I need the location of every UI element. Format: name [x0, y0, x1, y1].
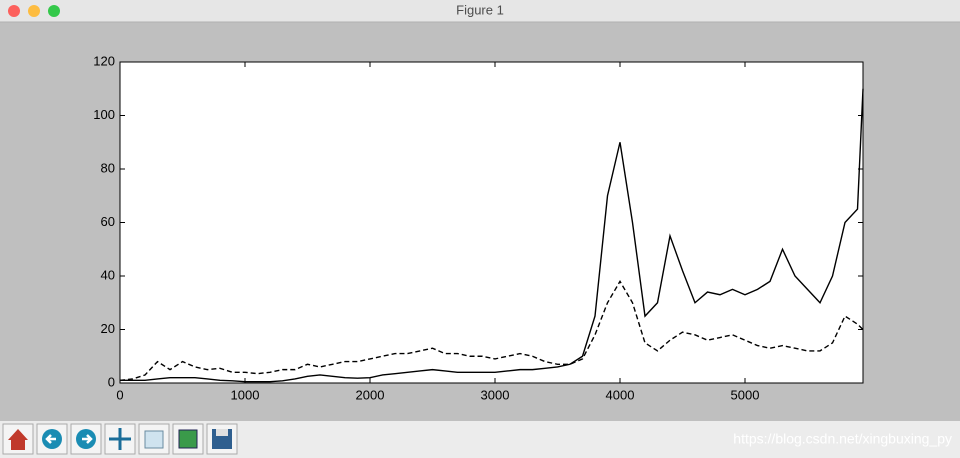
y-tick-label: 120: [93, 53, 115, 68]
x-tick-label: 2000: [356, 387, 385, 402]
minimize-button[interactable]: [28, 5, 40, 17]
configure-icon: [178, 429, 198, 449]
y-tick-label: 0: [108, 374, 115, 389]
x-tick-label: 3000: [481, 387, 510, 402]
zoom-button[interactable]: [48, 5, 60, 17]
forward-arrow: [82, 434, 93, 444]
toolbar-buttons: [2, 423, 238, 455]
x-tick-label: 5000: [731, 387, 760, 402]
axes-frame: [119, 61, 864, 384]
save-label: [216, 429, 228, 436]
plot-area: [120, 62, 863, 383]
y-tick-label: 100: [93, 107, 115, 122]
x-tick-label: 0: [116, 387, 123, 402]
title-bar: [0, 0, 960, 22]
pan-icon: [109, 428, 131, 450]
x-tick-label: 4000: [606, 387, 635, 402]
subplots-icon: [144, 430, 164, 449]
window-title: Figure 1: [456, 2, 504, 17]
y-tick-label: 20: [101, 321, 115, 336]
y-tick-label: 60: [101, 214, 115, 229]
watermark: https://blog.csdn.net/xingbuxing_py: [733, 431, 952, 447]
back-arrow: [45, 434, 56, 444]
y-tick-label: 80: [101, 160, 115, 175]
y-tick-label: 40: [101, 267, 115, 282]
series-line: [120, 88, 864, 383]
close-button[interactable]: [8, 5, 20, 17]
x-tick-label: 1000: [231, 387, 260, 402]
series-line: [119, 279, 864, 382]
plot: 0 20 40 60 80 100 120 0 1000 2000 3000 4000 5000: [93, 53, 864, 402]
home-icon: [8, 429, 28, 450]
